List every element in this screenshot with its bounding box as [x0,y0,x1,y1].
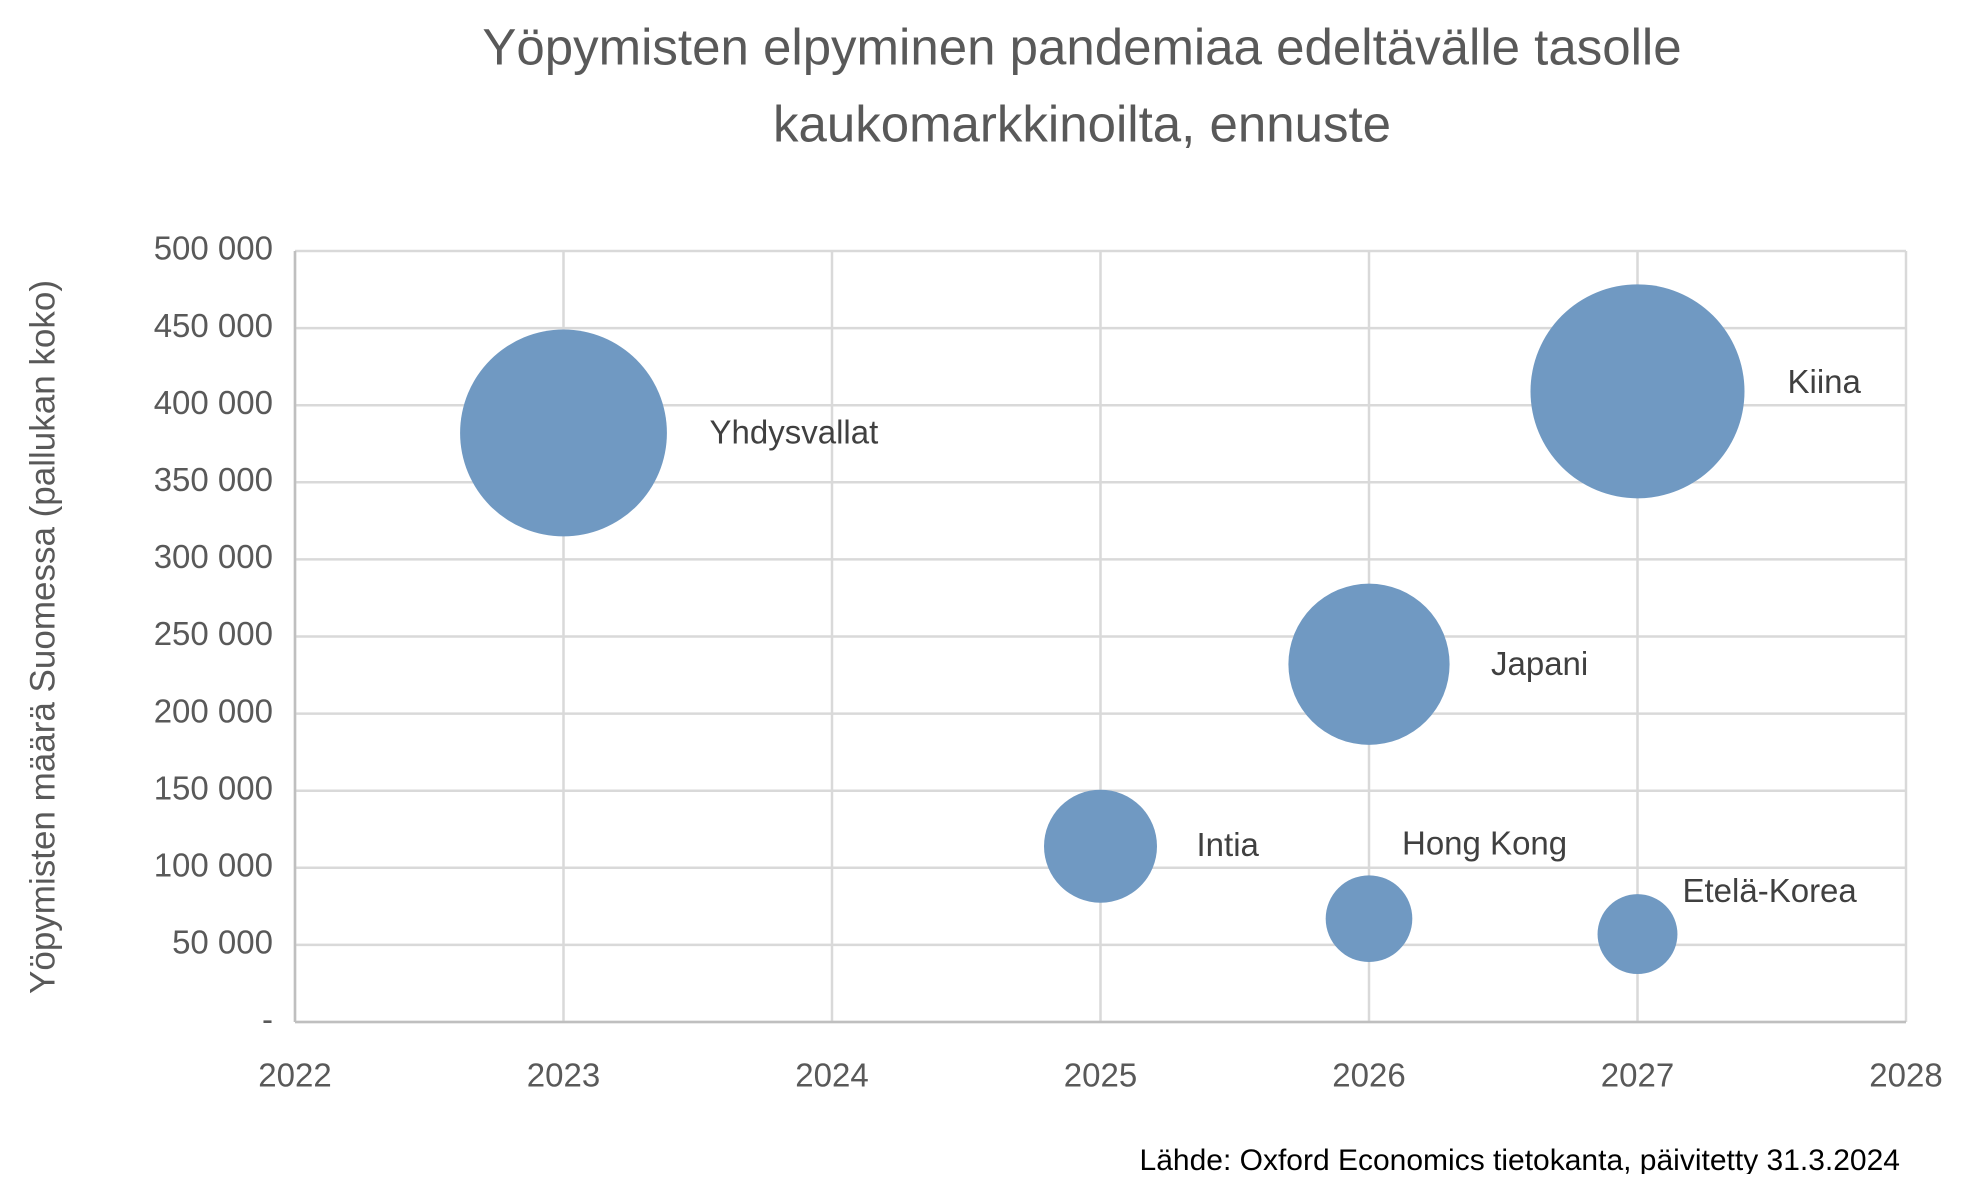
y-tick-label: 500 000 [154,230,273,267]
bubble [1597,894,1678,975]
y-tick-label: 450 000 [154,307,273,344]
y-tick-label: 400 000 [154,384,273,421]
source-note: Lähde: Oxford Economics tietokanta, päiv… [1140,1144,1900,1174]
y-tick-label: 350 000 [154,461,273,498]
bubble [460,329,667,537]
x-tick-label: 2023 [527,1057,600,1094]
x-tick-label: 2028 [1869,1057,1942,1094]
y-tick-label: 300 000 [154,538,273,575]
y-tick-label: 50 000 [172,924,273,961]
y-tick-label: - [262,1001,273,1038]
y-tick-label: 200 000 [154,692,273,729]
chart-title: Yöpymisten elpyminen pandemiaa edeltäväl… [482,18,1681,75]
data-label: Intia [1197,826,1260,863]
data-label: Etelä-Korea [1683,872,1858,909]
data-label: Kiina [1788,363,1862,400]
bubble [1530,284,1745,499]
x-tick-label: 2027 [1601,1057,1674,1094]
bubble [1325,875,1413,962]
chart-subtitle: kaukomarkkinoilta, ennuste [773,95,1391,152]
x-tick-label: 2025 [1064,1057,1137,1094]
data-label: Yhdysvallat [710,414,879,451]
y-tick-label: 100 000 [154,847,273,884]
x-tick-label: 2024 [795,1057,868,1094]
x-tick-label: 2022 [258,1057,331,1094]
y-axis-label: Yöpymisten määrä Suomessa (pallukan koko… [23,280,62,994]
bubble [1288,583,1450,745]
data-label: Japani [1491,645,1588,682]
y-tick-label: 150 000 [154,769,273,806]
bubble [1044,789,1157,903]
y-tick-label: 250 000 [154,615,273,652]
x-tick-label: 2026 [1332,1057,1405,1094]
data-label: Hong Kong [1402,824,1567,861]
